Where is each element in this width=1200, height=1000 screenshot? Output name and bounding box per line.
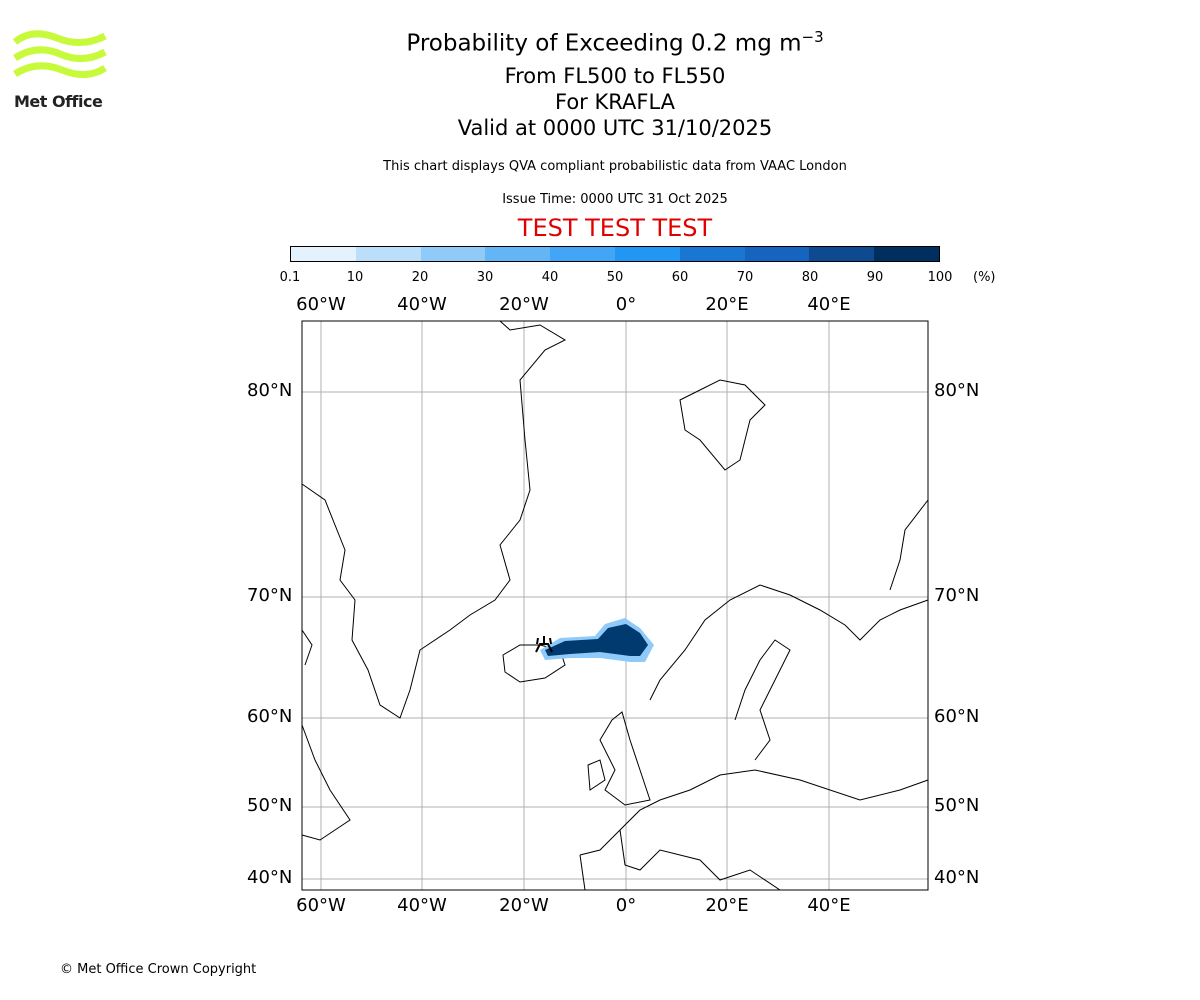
latitude-label: 80°N	[934, 380, 980, 401]
latitude-label: 80°N	[247, 380, 293, 401]
britain-coast	[599, 711, 651, 806]
greenland-coast	[301, 320, 567, 719]
longitude-label: 40°E	[807, 294, 851, 315]
colorbar-segment	[550, 247, 615, 261]
longitude-label: 40°W	[397, 294, 447, 315]
iberia-coast	[579, 829, 781, 891]
canada-coast-south	[301, 724, 351, 841]
colorbar-tick-label: 50	[606, 270, 624, 285]
longitude-label: 0°	[615, 294, 637, 315]
colorbar-unit: (%)	[973, 270, 996, 285]
coastlines	[301, 320, 929, 891]
colorbar-segment	[420, 247, 486, 261]
ireland-coast	[587, 759, 606, 791]
logo-text: Met Office	[14, 92, 103, 111]
colorbar-tick-label: 100	[927, 270, 953, 285]
colorbar-tick-label: 90	[866, 270, 884, 285]
latitude-label: 70°N	[247, 585, 293, 606]
longitude-label: 40°E	[807, 895, 851, 916]
issue-time: Issue Time: 0000 UTC 31 Oct 2025	[502, 192, 728, 207]
scandinavia-coast	[649, 584, 929, 701]
colorbar-tick-label: 80	[801, 270, 819, 285]
ash-plume	[540, 618, 654, 662]
copyright: © Met Office Crown Copyright	[60, 962, 257, 977]
longitude-label: 60°W	[296, 895, 346, 916]
latitude-label: 70°N	[934, 585, 980, 606]
valid-time: Valid at 0000 UTC 31/10/2025	[457, 116, 773, 140]
description: This chart displays QVA compliant probab…	[383, 159, 847, 174]
colorbar-segment	[874, 247, 939, 261]
colorbar-segment	[744, 247, 810, 261]
volcano-name: For KRAFLA	[555, 90, 675, 114]
colorbar-segment	[679, 247, 745, 261]
latitude-label: 50°N	[247, 795, 293, 816]
flight-levels: From FL500 to FL550	[504, 64, 726, 88]
svalbard-coast	[679, 379, 766, 471]
test-banner: TEST TEST TEST	[517, 214, 713, 242]
colorbar-tick-label: 70	[736, 270, 754, 285]
longitude-label: 60°W	[296, 294, 346, 315]
longitude-label: 20°W	[499, 895, 549, 916]
met-office-logo	[12, 30, 107, 78]
russia-arctic-coast	[889, 499, 929, 591]
longitude-label: 40°W	[397, 895, 447, 916]
baltic-coast	[734, 639, 791, 761]
latitude-label: 40°N	[934, 867, 980, 888]
colorbar-segment	[614, 247, 680, 261]
colorbar-tick-label: 0.1	[279, 270, 301, 285]
colorbar-segment	[355, 247, 421, 261]
canada-coast	[301, 629, 313, 666]
longitude-label: 20°W	[499, 294, 549, 315]
latitude-label: 50°N	[934, 795, 980, 816]
volcano-icon	[535, 636, 553, 653]
colorbar-tick-label: 60	[671, 270, 689, 285]
colorbar-tick-label: 10	[346, 270, 364, 285]
gridlines	[302, 321, 928, 890]
europe-coast	[579, 769, 929, 856]
colorbar-segment	[485, 247, 551, 261]
map-frame	[301, 320, 929, 891]
colorbar-tick-label: 40	[541, 270, 559, 285]
latitude-label: 60°N	[247, 706, 293, 727]
longitude-label: 20°E	[705, 895, 749, 916]
longitude-label: 0°	[615, 895, 637, 916]
colorbar-segment	[809, 247, 875, 261]
latitude-label: 60°N	[934, 706, 980, 727]
longitude-label: 20°E	[705, 294, 749, 315]
colorbar-tick-label: 30	[476, 270, 494, 285]
chart-title: Probability of Exceeding 0.2 mg m−3	[406, 28, 824, 57]
colorbar	[290, 246, 940, 262]
colorbar-tick-label: 20	[411, 270, 429, 285]
colorbar-segment	[291, 247, 356, 261]
latitude-label: 40°N	[247, 867, 293, 888]
iceland-coast	[502, 644, 566, 683]
